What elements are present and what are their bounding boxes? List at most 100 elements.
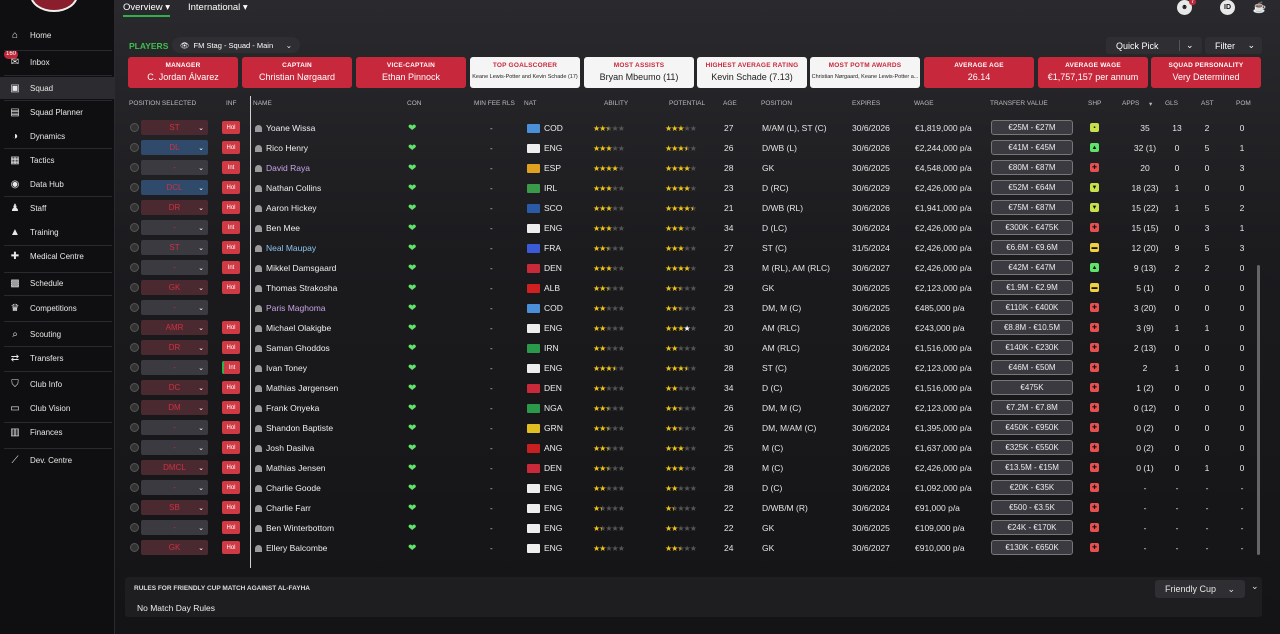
transfer-value[interactable]: €1.9M - €2.9M (991, 280, 1073, 295)
player-name[interactable]: Charlie Goode (266, 483, 321, 493)
column-header-gls[interactable]: GLS (1165, 100, 1179, 107)
row-select-radio[interactable] (130, 443, 139, 452)
sidebar-item-squad-planner[interactable]: ▤ Squad Planner (0, 101, 115, 123)
table-row[interactable]: DM ⌄ Hol Frank Onyeka ❤ - NGA ★ ★ ★ ★ ★ ★ ★ ★ ★ ★ 26 DM, M… (125, 398, 1255, 418)
column-header-name[interactable]: NAME (253, 100, 272, 107)
position-select[interactable]: - ⌄ (141, 480, 208, 495)
transfer-value[interactable]: €42M - €47M (991, 260, 1073, 275)
table-row[interactable]: - ⌄ Int Ben Mee ❤ - ENG ★ ★ ★ ★ ★ ★ ★ ★ ★ ★ 34 D (LC) 30/6/… (125, 218, 1255, 238)
row-select-radio[interactable] (130, 463, 139, 472)
row-select-radio[interactable] (130, 403, 139, 412)
transfer-value[interactable]: €7.2M - €7.8M (991, 400, 1073, 415)
row-select-radio[interactable] (130, 163, 139, 172)
position-select[interactable]: GK ⌄ (141, 280, 208, 295)
transfer-value[interactable]: €75M - €87M (991, 200, 1073, 215)
player-name[interactable]: Mathias Jensen (266, 463, 326, 473)
player-name[interactable]: Thomas Strakosha (266, 283, 338, 293)
row-select-radio[interactable] (130, 323, 139, 332)
row-select-radio[interactable] (130, 223, 139, 232)
column-header-inf[interactable]: INF (226, 100, 237, 107)
summary-card-captain[interactable]: CAPTAIN Christian Nørgaard (242, 57, 352, 88)
expand-icon[interactable]: ⌄ (1251, 581, 1259, 591)
player-name[interactable]: Charlie Farr (266, 503, 311, 513)
player-name[interactable]: Aaron Hickey (266, 203, 317, 213)
table-row[interactable]: DC ⌄ Hol Mathias Jørgensen ❤ - DEN ★ ★ ★ ★ ★ ★ ★ ★ ★ ★ 34… (125, 378, 1255, 398)
column-header-expires[interactable]: EXPIRES (852, 100, 881, 107)
transfer-value[interactable]: €500 - €3.5K (991, 500, 1073, 515)
sidebar-item-squad[interactable]: ▣ Squad (0, 77, 115, 99)
position-select[interactable]: DMCL ⌄ (141, 460, 208, 475)
competition-select[interactable]: Friendly Cup ⌄ (1155, 580, 1245, 598)
table-row[interactable]: GK ⌄ Hol Thomas Strakosha ❤ - ALB ★ ★ ★ ★ ★ ★ ★ ★ ★ ★ 29 G… (125, 278, 1255, 298)
position-select[interactable]: SB ⌄ (141, 500, 208, 515)
column-header-con[interactable]: CON (407, 100, 422, 107)
position-select[interactable]: DL ⌄ (141, 140, 208, 155)
player-name[interactable]: Ben Mee (266, 223, 301, 233)
transfer-value[interactable]: €25M - €27M (991, 120, 1073, 135)
sidebar-item-scouting[interactable]: ⌕ Scouting (0, 323, 115, 345)
position-select[interactable]: DR ⌄ (141, 340, 208, 355)
player-name[interactable]: Frank Onyeka (266, 403, 320, 413)
position-select[interactable]: AMR ⌄ (141, 320, 208, 335)
table-row[interactable]: - ⌄ Int Mikkel Damsgaard ❤ - DEN ★ ★ ★ ★ ★ ★ ★ ★ ★ ★ 23 M … (125, 258, 1255, 278)
player-name[interactable]: Shandon Baptiste (266, 423, 334, 433)
column-header-wage[interactable]: WAGE (914, 100, 934, 107)
position-select[interactable]: - ⌄ (141, 220, 208, 235)
transfer-value[interactable]: €41M - €45M (991, 140, 1073, 155)
table-row[interactable]: - ⌄ Hol Charlie Goode ❤ - ENG ★ ★ ★ ★ ★ ★ ★ ★ ★ ★ 28 D (C)… (125, 478, 1255, 498)
player-name[interactable]: Paris Maghoma (266, 303, 326, 313)
summary-card-manager[interactable]: MANAGER C. Jordan Álvarez (128, 57, 238, 88)
tab-international[interactable]: International ▾ (188, 2, 248, 13)
sidebar-item-club-info[interactable]: ⛉ Club Info (0, 373, 115, 395)
sidebar-item-home[interactable]: ⌂ Home (0, 24, 115, 46)
position-select[interactable]: - ⌄ (141, 300, 208, 315)
column-header-apps[interactable]: APPS (1122, 100, 1140, 107)
table-row[interactable]: ST ⌄ Hol Neal Maupay ❤ - FRA ★ ★ ★ ★ ★ ★ ★ ★ ★ ★ 27 ST (C)… (125, 238, 1255, 258)
transfer-value[interactable]: €325K - €550K (991, 440, 1073, 455)
position-select[interactable]: DCL ⌄ (141, 180, 208, 195)
position-select[interactable]: - ⌄ (141, 520, 208, 535)
transfer-value[interactable]: €475K (991, 380, 1073, 395)
row-select-radio[interactable] (130, 483, 139, 492)
player-name[interactable]: Neal Maupay (266, 243, 317, 253)
summary-card-top-goalscorer[interactable]: TOP GOALSCORER Keane Lewis-Potter and Kev… (470, 57, 580, 88)
table-row[interactable]: - ⌄ Paris Maghoma ❤ - COD ★ ★ ★ ★ ★ ★ ★ ★ ★ ★ 23 DM, M (C… (125, 298, 1255, 318)
player-name[interactable]: Nathan Collins (266, 183, 322, 193)
tab-overview[interactable]: Overview ▾ (123, 2, 171, 17)
table-row[interactable]: AMR ⌄ Hol Michael Olakigbe ❤ - ENG ★ ★ ★ ★ ★ ★ ★ ★ ★ ★ 20… (125, 318, 1255, 338)
table-row[interactable]: DR ⌄ Hol Saman Ghoddos ❤ - IRN ★ ★ ★ ★ ★ ★ ★ ★ ★ ★ 30 AM (… (125, 338, 1255, 358)
column-header-potential[interactable]: POTENTIAL (669, 100, 706, 107)
position-select[interactable]: DM ⌄ (141, 400, 208, 415)
position-select[interactable]: ST ⌄ (141, 240, 208, 255)
player-name[interactable]: Josh Dasilva (266, 443, 315, 453)
view-select[interactable]: 👁 FM Stag - Squad - Main ⌄ (172, 37, 300, 53)
position-select[interactable]: - ⌄ (141, 160, 208, 175)
sidebar-item-staff[interactable]: ♟ Staff (0, 197, 115, 219)
player-name[interactable]: Mathias Jørgensen (266, 383, 339, 393)
row-select-radio[interactable] (130, 543, 139, 552)
table-row[interactable]: DMCL ⌄ Hol Mathias Jensen ❤ - DEN ★ ★ ★ ★ ★ ★ ★ ★ ★ ★ 28 M… (125, 458, 1255, 478)
row-select-radio[interactable] (130, 263, 139, 272)
summary-card-average-age[interactable]: AVERAGE AGE 26.14 (924, 57, 1034, 88)
table-row[interactable]: SB ⌄ Hol Charlie Farr ❤ - ENG ★ ★ ★ ★ ★ ★ ★ ★ ★ ★ 22 D/WB/… (125, 498, 1255, 518)
player-name[interactable]: Michael Olakigbe (266, 323, 332, 333)
player-name[interactable]: Mikkel Damsgaard (266, 263, 337, 273)
transfer-value[interactable]: €80M - €87M (991, 160, 1073, 175)
id-icon[interactable]: ID (1220, 0, 1235, 15)
sidebar-item-training[interactable]: ▲ Training (0, 221, 115, 243)
scrollbar[interactable] (1257, 265, 1260, 555)
transfer-value[interactable]: €6.6M - €9.6M (991, 240, 1073, 255)
summary-card-average-wage[interactable]: AVERAGE WAGE €1,757,157 per annum (1038, 57, 1148, 88)
table-row[interactable]: DCL ⌄ Hol Nathan Collins ❤ - IRL ★ ★ ★ ★ ★ ★ ★ ★ ★ ★ 23 D … (125, 178, 1255, 198)
summary-card-squad-personality[interactable]: SQUAD PERSONALITY Very Determined (1151, 57, 1261, 88)
position-select[interactable]: - ⌄ (141, 360, 208, 375)
notifications-icon[interactable]: ☻ (1177, 0, 1192, 15)
table-row[interactable]: - ⌄ Hol Shandon Baptiste ❤ - GRN ★ ★ ★ ★ ★ ★ ★ ★ ★ ★ 26 DM… (125, 418, 1255, 438)
row-select-radio[interactable] (130, 503, 139, 512)
row-select-radio[interactable] (130, 143, 139, 152)
column-header-nat[interactable]: NAT (524, 100, 537, 107)
sidebar-item-schedule[interactable]: ▩ Schedule (0, 272, 115, 294)
transfer-value[interactable]: €110K - €400K (991, 300, 1073, 315)
transfer-value[interactable]: €13.5M - €15M (991, 460, 1073, 475)
player-name[interactable]: Ellery Balcombe (266, 543, 328, 553)
